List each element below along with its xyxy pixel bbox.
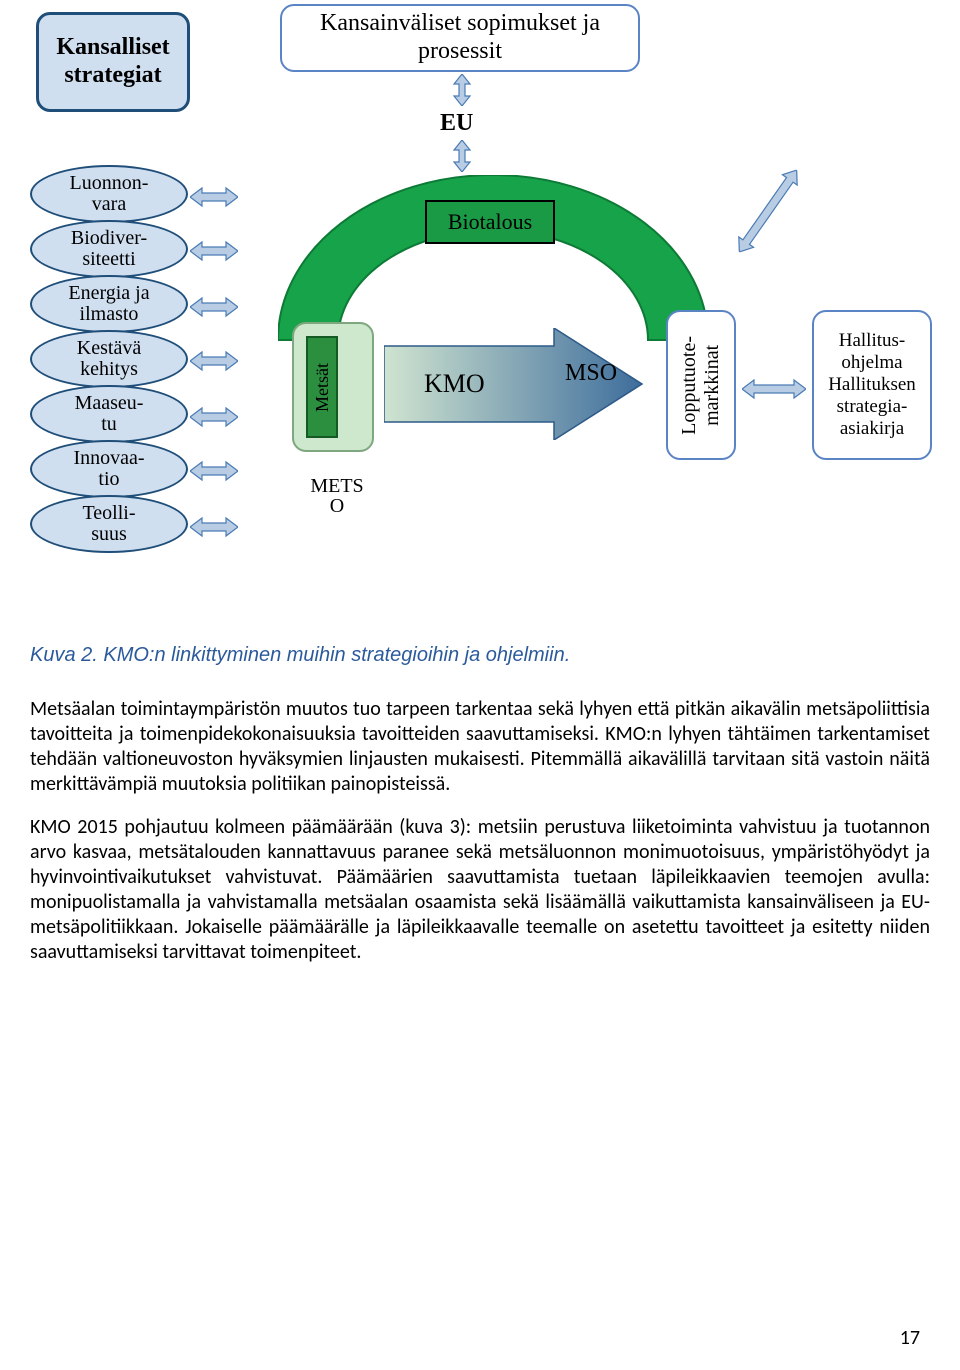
lopputuote-box: Lopputuote- markkinat bbox=[666, 310, 736, 460]
arrow-h-3 bbox=[190, 296, 238, 318]
oval-maaseutu: Maaseu- tu bbox=[30, 385, 188, 443]
metsat-inner: Metsät bbox=[306, 336, 338, 438]
arrow-h-1 bbox=[190, 186, 238, 208]
biotalous-box: Biotalous bbox=[425, 200, 555, 244]
strategies-box: Kansalliset strategiat bbox=[36, 12, 190, 112]
right-box: Hallitus- ohjelma Hallituksen strategia-… bbox=[812, 310, 932, 460]
arrow-h-4 bbox=[190, 350, 238, 372]
kmo-arrow-label: KMO bbox=[424, 369, 485, 398]
top-box: Kansainväliset sopimukset ja prosessit bbox=[280, 4, 640, 72]
oval-kestava: Kestävä kehitys bbox=[30, 330, 188, 388]
arrow-v-1 bbox=[448, 74, 476, 106]
body-text: Metsäalan toimintaympäristön muutos tuo … bbox=[30, 697, 930, 965]
eu-label: EU bbox=[440, 110, 473, 137]
arrow-h-2 bbox=[190, 240, 238, 262]
arrow-h-9 bbox=[730, 164, 805, 259]
arrow-h-6 bbox=[190, 460, 238, 482]
arrow-h-8 bbox=[742, 378, 806, 400]
top-box-text: Kansainväliset sopimukset ja prosessit bbox=[320, 10, 600, 65]
arrow-h-5 bbox=[190, 406, 238, 428]
oval-teollisuus: Teolli- suus bbox=[30, 495, 188, 553]
oval-luonnonvara: Luonnon- vara bbox=[30, 165, 188, 223]
figure-caption: Kuva 2. KMO:n linkittyminen muihin strat… bbox=[30, 644, 930, 667]
oval-biodiversiteetti: Biodiver- siteetti bbox=[30, 220, 188, 278]
mso-label: MSO bbox=[565, 360, 617, 387]
metso-small-label: METS O bbox=[294, 456, 380, 516]
paragraph-1: Metsäalan toimintaympäristön muutos tuo … bbox=[30, 697, 930, 797]
arrow-h-7 bbox=[190, 516, 238, 538]
diagram-container: Kansainväliset sopimukset ja prosessit E… bbox=[30, 0, 930, 620]
paragraph-2: KMO 2015 pohjautuu kolmeen päämäärään (k… bbox=[30, 815, 930, 965]
oval-innovaatio: Innovaa- tio bbox=[30, 440, 188, 498]
oval-energia: Energia ja ilmasto bbox=[30, 275, 188, 333]
arrow-v-2 bbox=[448, 140, 476, 172]
strategies-box-text: Kansalliset strategiat bbox=[56, 34, 169, 89]
page-number: 17 bbox=[900, 1326, 920, 1350]
